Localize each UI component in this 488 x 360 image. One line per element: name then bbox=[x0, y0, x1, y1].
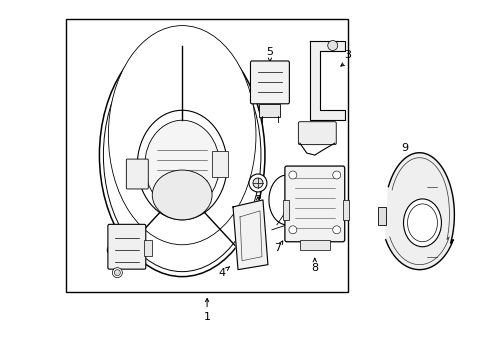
Circle shape bbox=[288, 226, 296, 234]
Text: 2: 2 bbox=[254, 195, 261, 205]
Circle shape bbox=[332, 171, 340, 179]
Circle shape bbox=[288, 171, 296, 179]
FancyBboxPatch shape bbox=[298, 122, 336, 145]
Ellipse shape bbox=[99, 33, 264, 276]
Bar bbox=[65, 19, 347, 292]
Polygon shape bbox=[385, 153, 453, 270]
Ellipse shape bbox=[108, 26, 255, 245]
Bar bbox=[144, 240, 152, 256]
Polygon shape bbox=[309, 41, 344, 120]
Ellipse shape bbox=[103, 39, 261, 272]
Bar bbox=[283, 200, 288, 220]
Ellipse shape bbox=[144, 120, 219, 210]
Text: 8: 8 bbox=[310, 263, 318, 273]
Bar bbox=[212, 151, 227, 177]
Bar bbox=[286, 185, 308, 197]
Text: 3: 3 bbox=[344, 50, 350, 60]
FancyBboxPatch shape bbox=[108, 224, 145, 269]
Circle shape bbox=[252, 178, 263, 188]
Text: 9: 9 bbox=[400, 143, 407, 153]
Bar bbox=[342, 200, 348, 220]
Text: 5: 5 bbox=[266, 48, 273, 58]
Text: 6: 6 bbox=[104, 246, 112, 256]
Polygon shape bbox=[233, 200, 267, 270]
Bar bbox=[299, 240, 329, 250]
FancyBboxPatch shape bbox=[285, 166, 344, 242]
Circle shape bbox=[327, 41, 337, 50]
Ellipse shape bbox=[403, 199, 441, 247]
FancyBboxPatch shape bbox=[126, 159, 148, 189]
Circle shape bbox=[112, 268, 122, 278]
Ellipse shape bbox=[407, 204, 437, 242]
FancyBboxPatch shape bbox=[250, 61, 289, 104]
Circle shape bbox=[114, 270, 120, 276]
FancyBboxPatch shape bbox=[259, 104, 280, 117]
Text: 1: 1 bbox=[203, 312, 210, 323]
Text: 4: 4 bbox=[218, 267, 225, 278]
Circle shape bbox=[332, 226, 340, 234]
Bar bbox=[377, 207, 385, 225]
Ellipse shape bbox=[152, 170, 212, 220]
Text: 7: 7 bbox=[274, 243, 281, 253]
Circle shape bbox=[248, 174, 266, 192]
Ellipse shape bbox=[137, 110, 226, 220]
